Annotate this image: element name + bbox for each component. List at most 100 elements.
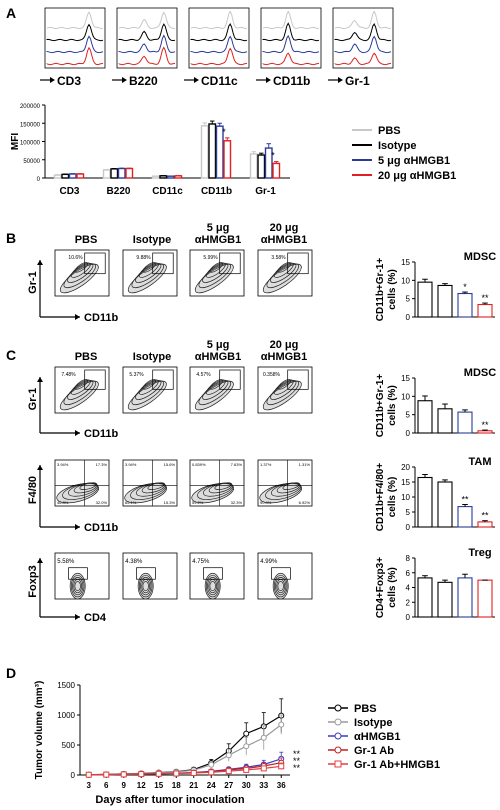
- panel-a-legend: PBS Isotype 5 μg αHMGB1 20 μg αHMGB1: [352, 125, 456, 182]
- flow-contour: [138, 574, 153, 598]
- bar: [110, 168, 119, 179]
- bar: [223, 140, 232, 179]
- histogram-trace: [334, 52, 392, 66]
- flow-contour: [198, 263, 232, 289]
- series-point: [260, 765, 267, 772]
- bar: [53, 174, 62, 179]
- flow-contour: [266, 263, 300, 289]
- histogram-trace: [118, 11, 176, 30]
- quadrant-value: 46.8%: [57, 500, 69, 505]
- flow-contour: [194, 263, 234, 294]
- histogram-marker-label: CD11b: [273, 74, 310, 88]
- gate-percentage: 5.99%: [203, 255, 218, 261]
- quadrant-value: 3.94%: [57, 462, 69, 467]
- flow-x-axis-label: CD11b: [84, 522, 119, 534]
- column-header: 20 μg: [270, 339, 299, 351]
- series-point: [173, 770, 180, 777]
- y-tick-label: 1500: [57, 681, 75, 690]
- bar: [477, 430, 493, 434]
- y-tick-label: 20: [401, 463, 410, 472]
- flow-contour: [70, 574, 85, 598]
- flow-contour: [131, 380, 165, 406]
- flow-gate: [271, 567, 291, 580]
- legend-entry: PBS: [378, 125, 401, 137]
- y-tick-label: 15: [401, 478, 410, 487]
- y-tick-label: 10: [401, 276, 410, 285]
- quadrant-value: 59.2%: [192, 500, 204, 505]
- bar: [417, 476, 433, 528]
- flow-gate: [84, 252, 106, 275]
- flow-contour: [67, 262, 94, 283]
- marker-arrowhead: [194, 77, 199, 83]
- flow-contour: [202, 379, 229, 400]
- bar: [200, 125, 209, 179]
- flow-contour: [67, 379, 94, 400]
- flow-contour: [67, 482, 98, 497]
- x-tick-label: 6: [104, 781, 109, 790]
- flow-contour: [142, 379, 157, 390]
- gate-percentage: 3.58%: [271, 255, 286, 261]
- flow-gate: [84, 369, 106, 390]
- x-arrowhead: [75, 430, 80, 436]
- x-tick-label: 30: [242, 781, 251, 790]
- panel-label-c: C: [6, 347, 16, 363]
- flow-x-axis-label: CD11b: [84, 312, 119, 324]
- quadrant-value: 0.839%: [192, 462, 206, 467]
- quadrant-value: 32.3%: [231, 500, 243, 505]
- quadrant-value: 32.0%: [96, 500, 108, 505]
- histogram-frame: [332, 7, 394, 69]
- flow-contour: [72, 577, 84, 596]
- flow-contour: [138, 262, 159, 278]
- flow-y-axis-label: Foxp3: [27, 565, 39, 597]
- y-axis-label: CD11b+Gr-1+: [375, 374, 386, 438]
- flow-contour: [135, 482, 166, 497]
- flow-contour: [265, 482, 302, 500]
- flow-gate: [152, 369, 174, 390]
- flow-x-axis-label: CD11b: [84, 428, 119, 440]
- bar: [272, 162, 281, 179]
- flow-contour: [277, 379, 292, 390]
- quadrant-value: 6.92%: [299, 500, 311, 505]
- flow-y-axis-label: F4/80: [27, 476, 39, 504]
- series-point: [260, 734, 267, 741]
- histogram-trace: [190, 22, 248, 42]
- bar: [437, 408, 453, 434]
- histogram-trace: [262, 10, 320, 30]
- flow-contour: [207, 577, 219, 596]
- series-point: [278, 763, 285, 770]
- significance-mark: *: [463, 282, 467, 292]
- quadrant-value: 65.1%: [125, 500, 137, 505]
- significance-mark: **: [481, 511, 489, 521]
- y-tick-label: 0: [406, 313, 411, 322]
- series-point: [225, 768, 232, 775]
- legend-entry: Gr-1 Ab: [354, 745, 394, 757]
- series-point: [208, 761, 215, 768]
- marker-arrowhead: [122, 77, 127, 83]
- y-axis-label: Tumor volume (mm³): [34, 681, 45, 780]
- histogram-marker-label: CD3: [57, 74, 81, 88]
- column-header: Isotype: [133, 351, 172, 363]
- flow-contour: [214, 482, 232, 490]
- histogram-frame: [188, 7, 250, 69]
- gate-percentage: 10.6%: [68, 255, 83, 261]
- histogram-trace: [334, 10, 392, 30]
- y-tick-label: 15: [401, 374, 410, 383]
- bar: [68, 173, 77, 179]
- bar: [437, 581, 453, 618]
- y-axis-label: CD4+Foxp3+: [375, 557, 386, 618]
- bar: [159, 175, 168, 179]
- legend-marker: [334, 760, 342, 768]
- bar: [437, 481, 453, 528]
- panel-label-d: D: [6, 665, 16, 681]
- flow-gate: [68, 567, 88, 580]
- panel-label-b: B: [6, 230, 16, 246]
- y-tick-label: 2: [406, 598, 411, 607]
- legend-entry: Isotype: [354, 717, 393, 729]
- bar: [417, 281, 433, 318]
- x-arrowhead: [75, 314, 80, 320]
- flow-contour: [63, 380, 97, 406]
- gate-percentage: 7.48%: [61, 372, 76, 378]
- column-header: 5 μg: [207, 222, 230, 234]
- series-point: [120, 771, 127, 778]
